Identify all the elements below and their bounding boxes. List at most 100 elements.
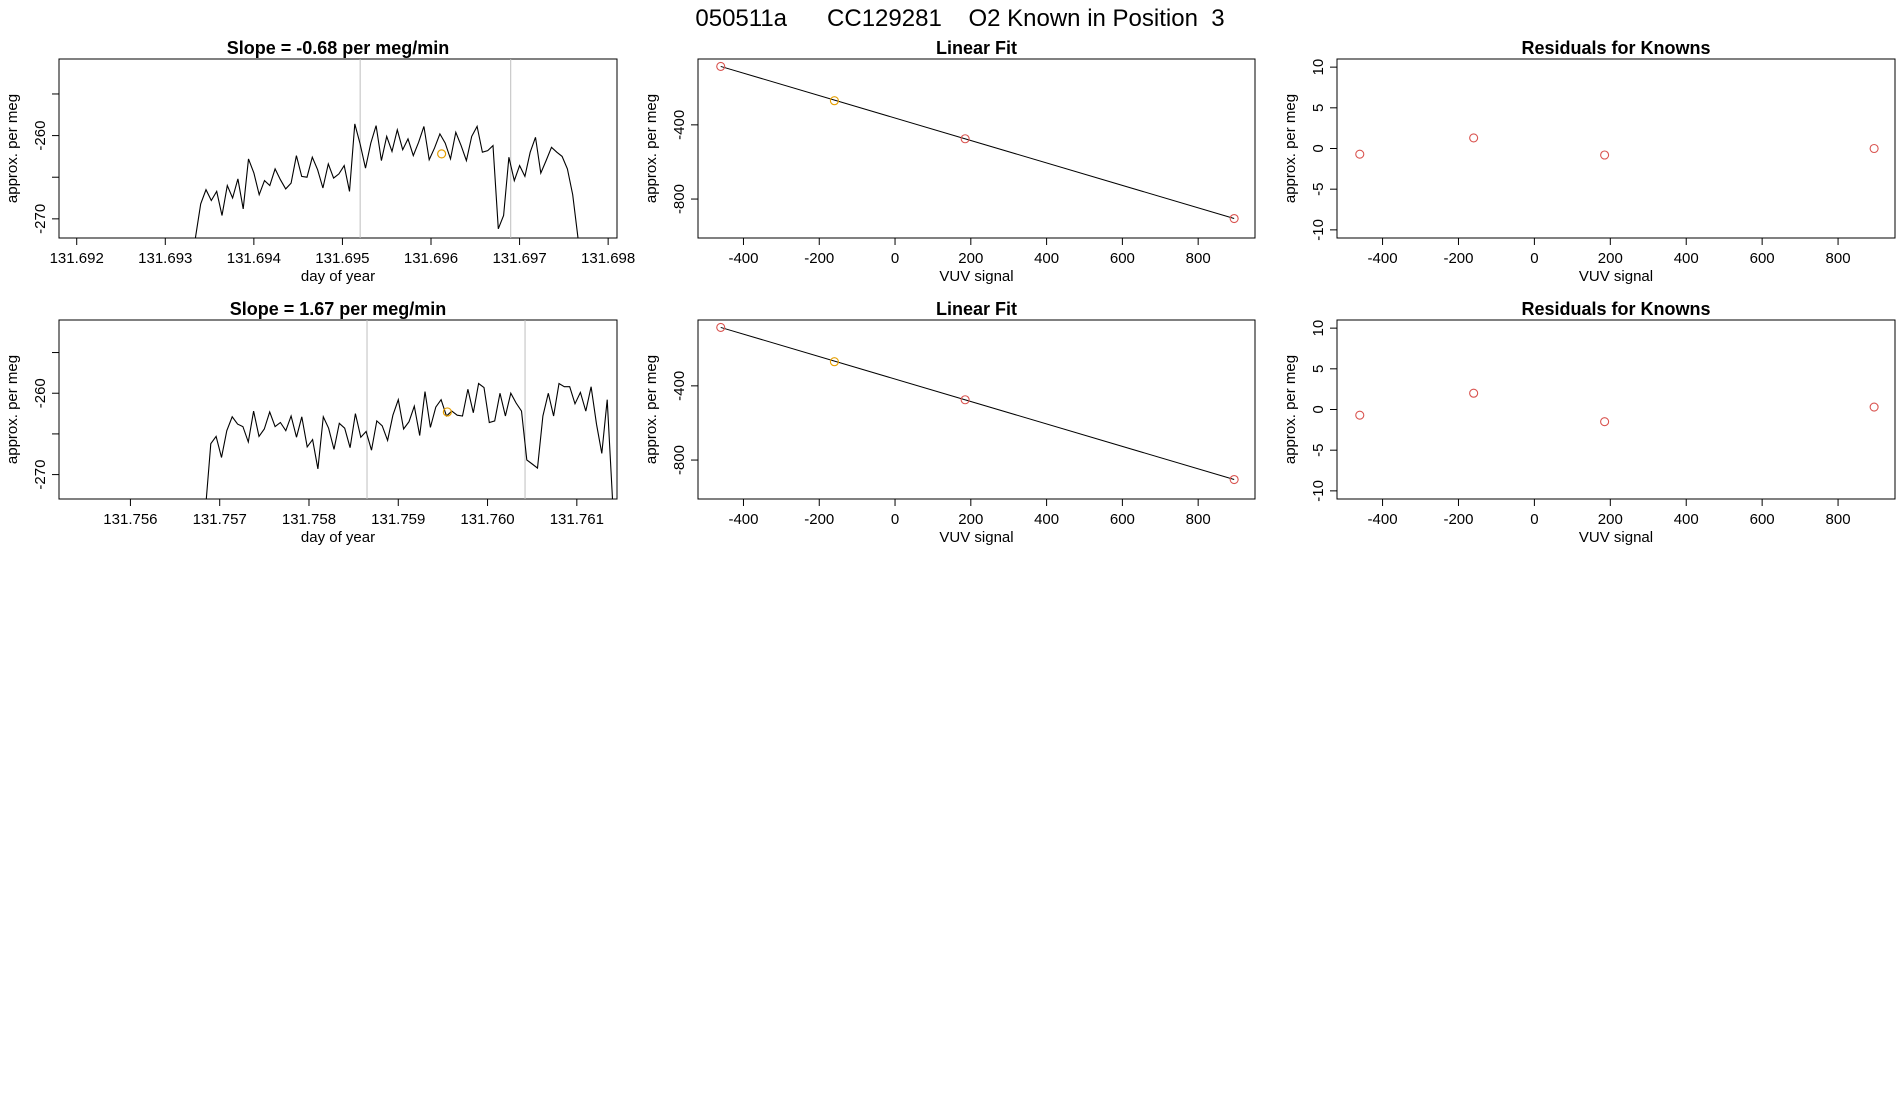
- x-tick-label: 600: [1750, 250, 1775, 267]
- chart-title: Residuals for Knowns: [1521, 38, 1710, 58]
- x-tick-label: -400: [1368, 511, 1398, 528]
- x-tick-label: 200: [958, 250, 983, 267]
- x-axis-label: day of year: [301, 529, 375, 546]
- known-point: [1600, 417, 1610, 427]
- known-point: [1355, 149, 1365, 159]
- y-tick-label: -270: [32, 204, 49, 234]
- y-tick-label: -400: [671, 371, 688, 401]
- chart-title: Linear Fit: [936, 299, 1017, 319]
- chart-r2-resid: Residuals for Knowns -400 -200 0 200 400 600 80…: [1282, 299, 1896, 546]
- x-axis-label: VUV signal: [1579, 529, 1653, 546]
- x-tick-label: 800: [1826, 511, 1851, 528]
- chart-title: Slope = -0.68 per meg/min: [227, 38, 450, 58]
- known-point: [1469, 388, 1479, 398]
- y-tick-label: -260: [32, 378, 49, 408]
- x-tick-label: 200: [1598, 250, 1623, 267]
- plot-frame: [1336, 319, 1896, 500]
- chart-r2-fit: Linear Fit -400 -200 0 200 400 600 800 -800 -400 V…: [643, 299, 1256, 546]
- trace-series-line: [59, 123, 589, 238]
- x-tick-label: -200: [804, 511, 834, 528]
- mean-point: [442, 407, 452, 417]
- x-tick-label: 0: [1530, 250, 1538, 267]
- y-tick-label: 5: [1310, 365, 1327, 373]
- x-tick-label: 0: [891, 250, 899, 267]
- x-axis-label: day of year: [301, 268, 375, 285]
- y-tick-label: 0: [1310, 144, 1327, 152]
- known-point: [960, 395, 970, 405]
- x-tick-label: 131.756: [103, 511, 157, 528]
- y-axis-label: approx. per meg: [4, 94, 21, 203]
- known-point: [1229, 474, 1239, 485]
- plot-frame: [697, 319, 1256, 500]
- plot-frame: [58, 319, 618, 500]
- plot-frame: [58, 58, 618, 239]
- x-tick-label: -400: [728, 250, 758, 267]
- x-tick-label: 131.759: [371, 511, 425, 528]
- x-tick-label: 400: [1674, 511, 1699, 528]
- chart-r1-trace: Slope = -0.68 per meg/min 131.692 131.693 1…: [4, 38, 635, 285]
- fit-line: [720, 326, 1235, 481]
- known-point: [1469, 133, 1479, 143]
- x-tick-label: 0: [891, 511, 899, 528]
- chart-title: Slope = 1.67 per meg/min: [230, 299, 447, 319]
- plot-frame: [697, 58, 1256, 239]
- y-tick-label: -400: [671, 110, 688, 140]
- chart-title: Linear Fit: [936, 38, 1017, 58]
- y-tick-label: -260: [32, 121, 49, 151]
- y-axis-label: approx. per meg: [643, 94, 660, 203]
- highlighted-known-point: [829, 96, 839, 106]
- x-tick-label: 800: [1826, 250, 1851, 267]
- y-tick-label: 5: [1310, 104, 1327, 112]
- x-tick-label: 800: [1186, 511, 1211, 528]
- x-tick-label: 131.693: [138, 250, 192, 267]
- x-tick-label: 131.696: [404, 250, 458, 267]
- y-axis-label: approx. per meg: [1282, 94, 1299, 203]
- y-axis-label: approx. per meg: [643, 355, 660, 464]
- x-tick-label: 131.692: [50, 250, 104, 267]
- known-point: [716, 322, 726, 332]
- x-tick-label: 200: [958, 511, 983, 528]
- x-tick-label: 131.698: [581, 250, 635, 267]
- x-tick-label: 600: [1110, 511, 1135, 528]
- chart-r2-trace: Slope = 1.67 per meg/min 131.756 131.757 13…: [4, 299, 618, 546]
- x-tick-label: 131.694: [227, 250, 281, 267]
- x-tick-label: -400: [728, 511, 758, 528]
- mean-point: [437, 149, 447, 159]
- known-point: [716, 61, 726, 71]
- trace-series-line: [59, 382, 617, 499]
- x-tick-label: 400: [1034, 511, 1059, 528]
- x-tick-label: 131.758: [282, 511, 336, 528]
- y-tick-label: -5: [1310, 444, 1327, 457]
- x-tick-label: -200: [1443, 250, 1473, 267]
- x-tick-label: 131.695: [315, 250, 369, 267]
- y-tick-label: 10: [1310, 59, 1327, 76]
- x-tick-label: 0: [1530, 511, 1538, 528]
- y-axis-label: approx. per meg: [4, 355, 21, 464]
- y-tick-label: -10: [1310, 480, 1327, 502]
- y-tick-label: 0: [1310, 405, 1327, 413]
- y-tick-label: -10: [1310, 219, 1327, 241]
- x-tick-label: -200: [1443, 511, 1473, 528]
- known-point: [1869, 143, 1879, 154]
- x-axis-label: VUV signal: [939, 268, 1013, 285]
- fit-line: [720, 65, 1235, 220]
- chart-title: Residuals for Knowns: [1521, 299, 1710, 319]
- x-axis-label: VUV signal: [939, 529, 1013, 546]
- known-point: [1355, 410, 1365, 420]
- highlighted-known-point: [829, 357, 839, 367]
- x-tick-label: 400: [1034, 250, 1059, 267]
- y-tick-label: -270: [32, 460, 49, 490]
- chart-r1-fit: Linear Fit -400 -200 0 200 400 600 800 -800 -400 V…: [643, 38, 1256, 285]
- x-axis-label: VUV signal: [1579, 268, 1653, 285]
- y-tick-label: 10: [1310, 320, 1327, 337]
- x-tick-label: 400: [1674, 250, 1699, 267]
- x-tick-label: 131.757: [193, 511, 247, 528]
- known-point: [1229, 213, 1239, 224]
- page-title: 050511a CC129281 O2 Known in Position 3: [695, 5, 1224, 32]
- y-tick-label: -800: [671, 184, 688, 214]
- x-tick-label: 200: [1598, 511, 1623, 528]
- plot-frame: [1336, 58, 1896, 239]
- y-tick-label: -5: [1310, 183, 1327, 196]
